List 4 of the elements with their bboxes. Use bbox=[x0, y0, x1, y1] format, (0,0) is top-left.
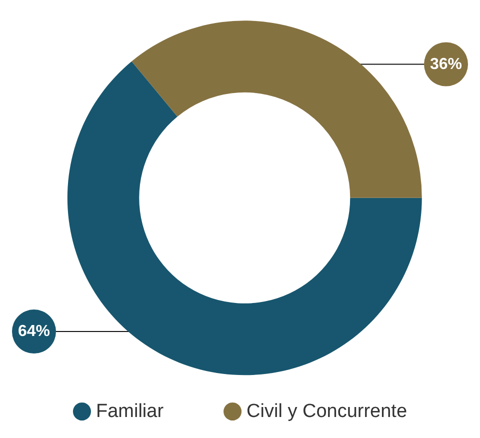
legend-label: Civil y Concurrente bbox=[246, 401, 408, 422]
legend-label: Familiar bbox=[96, 401, 164, 422]
data-label: 64% bbox=[18, 323, 50, 340]
data-label: 36% bbox=[430, 56, 462, 73]
